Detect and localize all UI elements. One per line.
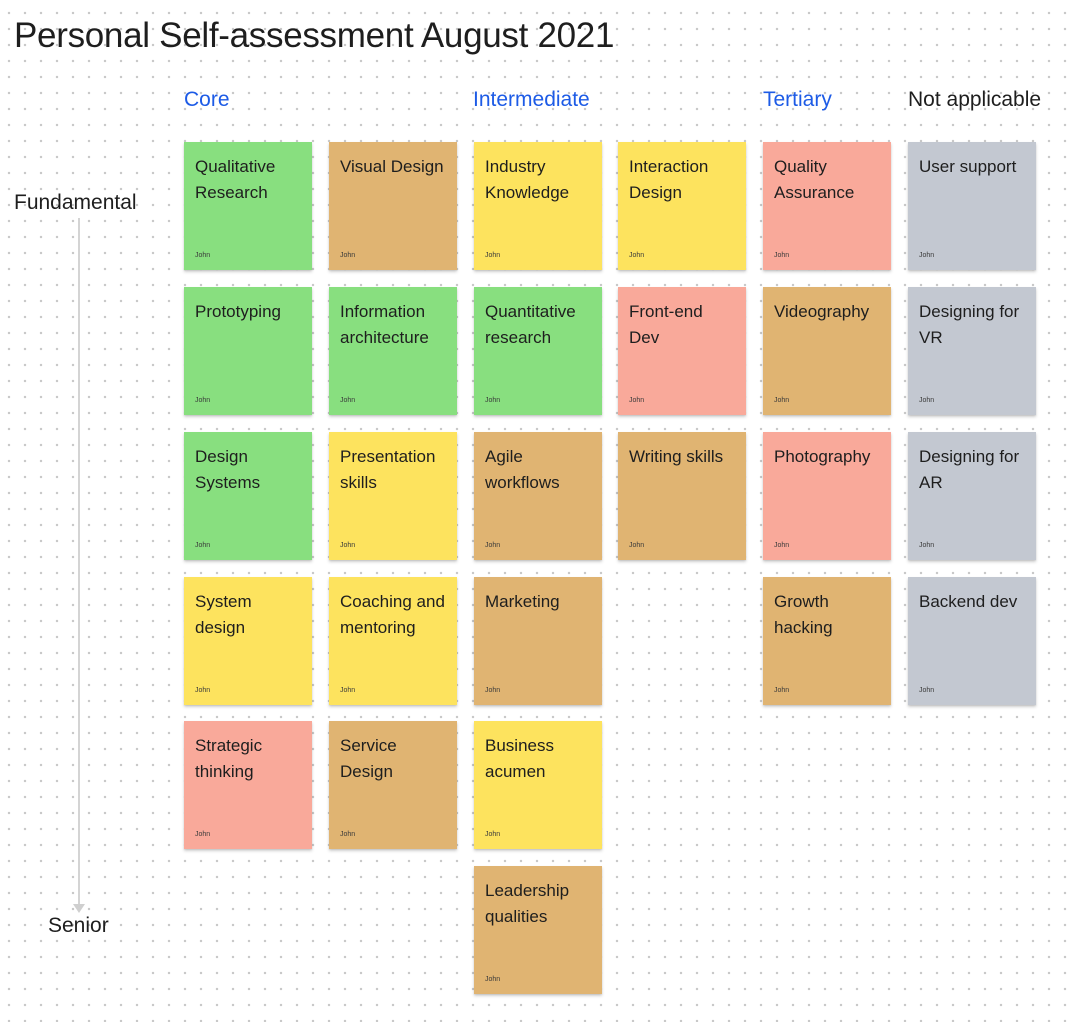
column-header-intermediate: Intermediate: [473, 88, 590, 111]
sticky-note[interactable]: Quality Assurance John: [763, 142, 891, 270]
sticky-note-text: Quality Assurance: [774, 157, 855, 202]
sticky-note[interactable]: Strategic thinking John: [184, 721, 312, 849]
sticky-note-author: John: [919, 542, 935, 549]
sticky-note[interactable]: Presentation skills John: [329, 432, 457, 560]
sticky-note-text: Industry Knowledge: [485, 157, 570, 202]
sticky-note[interactable]: Prototyping John: [184, 287, 312, 415]
sticky-note-text: Leadership qualities: [485, 881, 570, 926]
sticky-note-text: Quantitative research: [485, 302, 576, 347]
sticky-note-text: Photography: [774, 447, 871, 466]
sticky-note-author: John: [195, 397, 211, 404]
sticky-note-author: John: [774, 542, 790, 549]
sticky-note-author: John: [919, 687, 935, 694]
sticky-note-text: Interaction Design: [629, 157, 709, 202]
sticky-note[interactable]: System design John: [184, 577, 312, 705]
column-header-not-applicable: Not applicable: [908, 88, 1042, 111]
sticky-note[interactable]: Visual Design John: [329, 142, 457, 270]
column-header-core: Core: [184, 88, 230, 111]
sticky-note-text: Prototyping: [195, 302, 281, 321]
sticky-note[interactable]: Marketing John: [474, 577, 602, 705]
axis-label-senior: Senior: [48, 914, 109, 937]
sticky-note-text: Designing for VR: [919, 302, 1020, 347]
sticky-note-text: Qualitative Research: [195, 157, 276, 202]
sticky-note-text: Writing skills: [629, 447, 724, 466]
sticky-note-author: John: [485, 976, 501, 983]
sticky-note-author: John: [485, 252, 501, 259]
sticky-note-author: John: [919, 397, 935, 404]
sticky-note-author: John: [629, 397, 645, 404]
seniority-axis-line: [78, 218, 80, 908]
sticky-note-text: Backend dev: [919, 592, 1018, 611]
sticky-note[interactable]: Service Design John: [329, 721, 457, 849]
sticky-note-author: John: [195, 687, 211, 694]
sticky-note-text: Visual Design: [340, 157, 444, 176]
column-header-tertiary: Tertiary: [763, 88, 832, 111]
sticky-note-text: Front-end Dev: [629, 302, 703, 347]
sticky-note-text: Growth hacking: [774, 592, 833, 637]
sticky-note[interactable]: Agile workflows John: [474, 432, 602, 560]
sticky-note-text: Information architecture: [340, 302, 429, 347]
sticky-note[interactable]: Photography John: [763, 432, 891, 560]
sticky-note-author: John: [919, 252, 935, 259]
sticky-note-author: John: [774, 687, 790, 694]
axis-label-fundamental: Fundamental: [14, 191, 137, 214]
sticky-note-author: John: [629, 252, 645, 259]
sticky-note-text: Service Design: [340, 736, 397, 781]
sticky-note-text: Coaching and mentoring: [340, 592, 445, 637]
sticky-note-text: Designing for AR: [919, 447, 1020, 492]
sticky-note-author: John: [340, 397, 356, 404]
sticky-note-author: John: [195, 542, 211, 549]
sticky-note-text: Business acumen: [485, 736, 554, 781]
sticky-note[interactable]: Designing for AR John: [908, 432, 1036, 560]
sticky-note[interactable]: Leadership qualities John: [474, 866, 602, 994]
sticky-note[interactable]: Industry Knowledge John: [474, 142, 602, 270]
sticky-note-author: John: [195, 831, 211, 838]
sticky-note-author: John: [629, 542, 645, 549]
sticky-note[interactable]: Backend dev John: [908, 577, 1036, 705]
sticky-note[interactable]: Front-end Dev John: [618, 287, 746, 415]
sticky-note-author: John: [340, 542, 356, 549]
sticky-note-author: John: [340, 687, 356, 694]
sticky-note[interactable]: User support John: [908, 142, 1036, 270]
sticky-note[interactable]: Quantitative research John: [474, 287, 602, 415]
sticky-note-text: Design Systems: [195, 447, 261, 492]
sticky-note-text: Videography: [774, 302, 870, 321]
board-title: Personal Self-assessment August 2021: [14, 16, 615, 55]
sticky-note[interactable]: Design Systems John: [184, 432, 312, 560]
sticky-note[interactable]: Business acumen John: [474, 721, 602, 849]
sticky-note[interactable]: Information architecture John: [329, 287, 457, 415]
sticky-note[interactable]: Coaching and mentoring John: [329, 577, 457, 705]
sticky-note-author: John: [485, 687, 501, 694]
sticky-note[interactable]: Interaction Design John: [618, 142, 746, 270]
sticky-note-text: Agile workflows: [485, 447, 560, 492]
sticky-note-text: Marketing: [485, 592, 560, 611]
sticky-note-author: John: [340, 252, 356, 259]
sticky-note[interactable]: Growth hacking John: [763, 577, 891, 705]
sticky-note-author: John: [340, 831, 356, 838]
sticky-note-author: John: [485, 831, 501, 838]
sticky-note-text: User support: [919, 157, 1017, 176]
sticky-note-text: Presentation skills: [340, 447, 436, 492]
sticky-note[interactable]: Qualitative Research John: [184, 142, 312, 270]
sticky-note-text: Strategic thinking: [195, 736, 263, 781]
sticky-note-author: John: [774, 252, 790, 259]
sticky-note[interactable]: Writing skills John: [618, 432, 746, 560]
sticky-note-author: John: [485, 397, 501, 404]
sticky-note-author: John: [485, 542, 501, 549]
arrow-down-icon: [73, 904, 85, 913]
sticky-note-author: John: [774, 397, 790, 404]
sticky-note-text: System design: [195, 592, 252, 637]
sticky-note[interactable]: Designing for VR John: [908, 287, 1036, 415]
sticky-note-author: John: [195, 252, 211, 259]
sticky-note[interactable]: Videography John: [763, 287, 891, 415]
